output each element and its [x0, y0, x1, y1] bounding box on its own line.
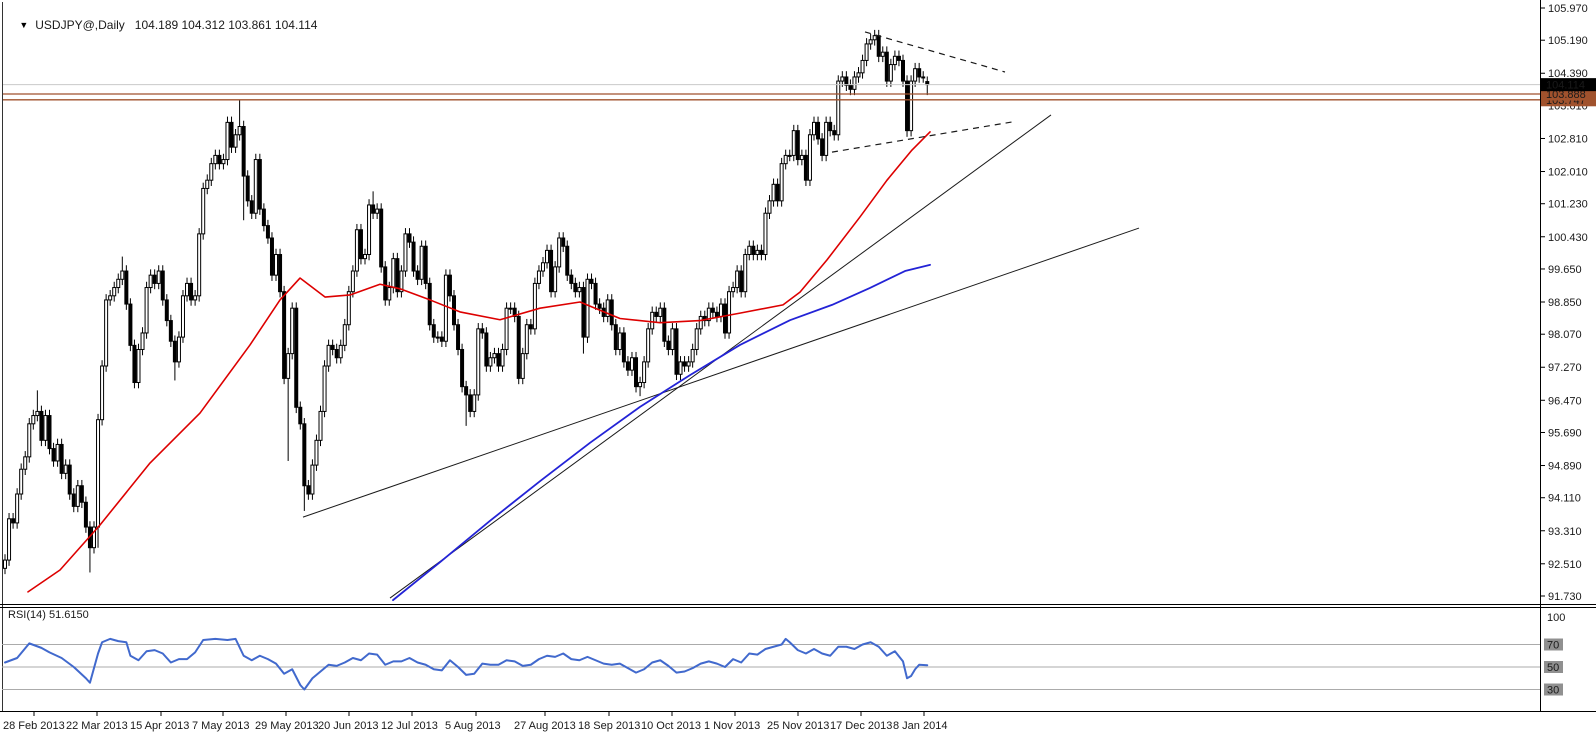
time-axis-label: 8 Jan 2014 — [893, 720, 947, 732]
price-axis-label: 93.310 — [1548, 526, 1582, 538]
horizontal-levels — [2, 84, 1540, 101]
price-axis-label: 102.010 — [1548, 167, 1588, 179]
time-axis-label: 25 Nov 2013 — [767, 720, 829, 732]
rsi-title: RSI(14) 51.6150 — [8, 609, 89, 621]
time-axis-label: 10 Oct 2013 — [641, 720, 701, 732]
price-axis-label: 91.730 — [1548, 591, 1582, 603]
rsi-plot-area[interactable] — [0, 608, 1540, 711]
rsi-level-label: 30 — [1547, 685, 1559, 697]
time-axis-labels: 28 Feb 2013 22 Mar 2013 15 Apr 2013 7 May 2… — [3, 712, 947, 732]
chart-title: ▼ USDJPY@,Daily 104.189 104.312 103.861 10… — [6, 4, 317, 46]
candles — [3, 29, 930, 575]
wedge-dashed-line-2[interactable] — [831, 121, 1013, 153]
time-axis-label: 27 Aug 2013 — [514, 720, 576, 732]
blue-moving-average-line[interactable] — [392, 263, 931, 602]
price-axis-label: 98.070 — [1548, 329, 1582, 341]
rsi-level-label: 70 — [1547, 640, 1559, 652]
price-tag: 104.114 — [1546, 80, 1585, 92]
price-axis-label: 99.650 — [1548, 264, 1582, 276]
rsi-level-label: 50 — [1547, 662, 1559, 674]
rsi-line[interactable] — [4, 637, 929, 691]
price-axis-label: 105.970 — [1548, 3, 1588, 15]
price-axis-label: 94.110 — [1548, 493, 1581, 505]
main-plot-area[interactable] — [0, 0, 1540, 602]
time-axis-label: 15 Apr 2013 — [130, 720, 189, 732]
time-axis-label: 18 Sep 2013 — [578, 720, 640, 732]
price-axis-label: 94.890 — [1548, 461, 1582, 473]
rsi-axis-max-label: 100 — [1547, 612, 1565, 624]
trendline-1[interactable] — [302, 227, 1140, 518]
price-axis-label: 102.810 — [1548, 133, 1588, 145]
time-axis-label: 20 Jun 2013 — [318, 720, 379, 732]
price-axis-label: 92.510 — [1548, 559, 1582, 571]
time-axis-strip[interactable] — [0, 712, 1596, 746]
time-axis-label: 1 Nov 2013 — [704, 720, 760, 732]
price-axis-label: 97.270 — [1548, 362, 1582, 374]
price-axis-label: 105.190 — [1548, 35, 1588, 47]
time-axis-label: 7 May 2013 — [192, 720, 249, 732]
price-tag: 103.888 — [1546, 89, 1586, 101]
price-axis-label: 104.390 — [1548, 68, 1588, 80]
red-moving-average-line[interactable] — [27, 131, 931, 593]
price-axis-label: 95.690 — [1548, 427, 1582, 439]
time-axis-label: 17 Dec 2013 — [830, 720, 892, 732]
wedge-dashed-line-1[interactable] — [864, 31, 1006, 73]
collapse-indicator-list-icon[interactable]: ▼ — [19, 20, 29, 30]
price-axis-strip[interactable] — [1540, 0, 1596, 711]
time-axis-label: 5 Aug 2013 — [445, 720, 501, 732]
chart-ohlc-quote: 104.189 104.312 103.861 104.114 — [134, 18, 318, 32]
rsi-indicator: RSI(14) 51.6150 100 70 50 30 — [2, 609, 1565, 697]
price-axis-label: 96.470 — [1548, 395, 1582, 407]
price-axis-label: 98.850 — [1548, 297, 1582, 309]
time-axis-label: 12 Jul 2013 — [381, 720, 438, 732]
price-axis-label: 100.430 — [1548, 232, 1588, 244]
time-axis-label: 29 May 2013 — [255, 720, 319, 732]
time-axis-label: 28 Feb 2013 — [3, 720, 65, 732]
price-axis-label: 101.230 — [1548, 199, 1588, 211]
chart-symbol-period: USDJPY@,Daily — [35, 18, 125, 32]
time-axis-label: 22 Mar 2013 — [66, 720, 128, 732]
